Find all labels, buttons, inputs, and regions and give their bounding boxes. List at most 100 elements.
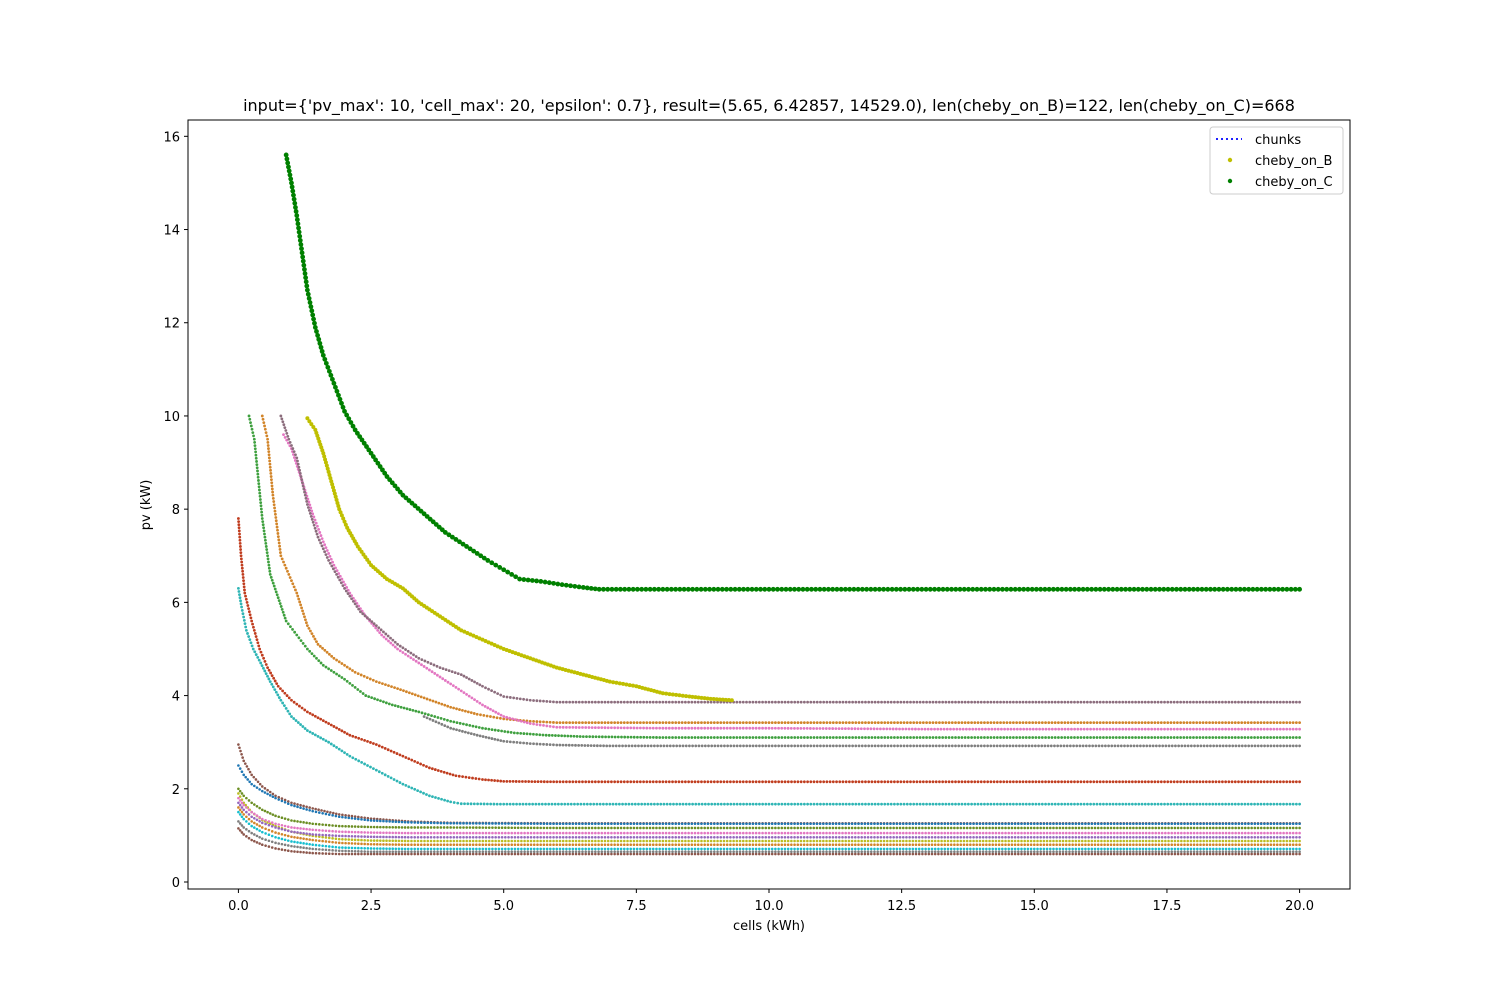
data-point [250, 782, 253, 786]
data-point [1266, 822, 1269, 826]
data-point [1020, 839, 1023, 843]
data-point [1074, 822, 1078, 826]
data-point [1227, 847, 1231, 851]
data-point [770, 802, 774, 806]
data-point [1202, 850, 1205, 854]
data-point [1205, 826, 1209, 830]
data-point [693, 847, 697, 851]
data-point [363, 842, 366, 846]
data-point [334, 830, 338, 833]
data-point [774, 835, 777, 839]
data-point [1026, 847, 1030, 851]
data-point [1243, 822, 1247, 826]
data-point [1073, 736, 1076, 739]
data-point [275, 593, 279, 597]
data-point [758, 850, 761, 854]
data-point [369, 817, 373, 820]
data-point [584, 826, 587, 830]
data-point [305, 647, 309, 651]
data-point [360, 842, 363, 846]
data-point [1263, 835, 1266, 839]
data-point [940, 850, 943, 854]
data-point [1100, 744, 1104, 748]
data-point [635, 850, 639, 854]
data-point [658, 780, 662, 784]
data-point [308, 851, 311, 855]
data-point [385, 850, 388, 854]
data-point [464, 775, 468, 779]
data-point [462, 847, 465, 851]
data-point [1068, 835, 1071, 839]
data-point [917, 852, 921, 856]
data-point [674, 831, 678, 835]
data-point [835, 736, 838, 739]
data-point [1036, 831, 1039, 835]
data-point [458, 839, 462, 843]
data-point [754, 802, 758, 806]
data-point [266, 792, 269, 796]
data-point [799, 850, 803, 854]
data-point [357, 835, 360, 838]
data-point [1250, 847, 1253, 851]
data-point [271, 813, 275, 816]
data-point [1269, 850, 1273, 854]
data-point [911, 822, 915, 826]
data-point [1087, 831, 1090, 835]
data-point [523, 843, 526, 847]
data-point [260, 510, 264, 514]
data-point [1221, 850, 1225, 854]
data-point [999, 780, 1002, 784]
data-point [896, 736, 900, 739]
data-point [680, 826, 684, 830]
data-point [1199, 850, 1202, 854]
data-point [613, 822, 616, 826]
data-point [719, 780, 723, 784]
data-point [446, 821, 449, 825]
data-point [639, 843, 642, 847]
data-point [639, 839, 642, 843]
data-point [1074, 843, 1078, 847]
data-point [568, 847, 571, 851]
data-point [1256, 835, 1260, 839]
data-point [513, 843, 517, 847]
data-point [533, 780, 537, 784]
data-point [729, 835, 732, 839]
data-point [1167, 826, 1170, 830]
data-point [1010, 847, 1014, 851]
data-point [270, 821, 274, 824]
data-point [802, 822, 806, 826]
data-point [403, 852, 407, 856]
data-point [838, 831, 841, 835]
data-point [1089, 780, 1092, 784]
data-point [416, 761, 420, 765]
data-point [584, 721, 588, 725]
data-point [1078, 744, 1082, 748]
data-point [1138, 839, 1142, 843]
data-point [353, 838, 357, 842]
data-point [834, 835, 838, 839]
data-point [651, 780, 655, 784]
data-point [536, 847, 539, 851]
data-point [1154, 850, 1158, 854]
data-point [722, 843, 726, 847]
data-point [1205, 843, 1209, 847]
data-point [684, 826, 687, 830]
data-point [423, 821, 426, 825]
data-point [1090, 852, 1094, 856]
data-point [335, 726, 338, 730]
data-point [680, 831, 684, 835]
data-point [1189, 831, 1193, 835]
data-point [237, 820, 240, 823]
data-point [1157, 831, 1161, 835]
data-point [1048, 835, 1052, 839]
data-point [655, 843, 658, 847]
data-point [545, 839, 549, 843]
data-point [767, 843, 771, 847]
data-point [311, 809, 314, 813]
data-point [986, 736, 990, 739]
data-point [335, 746, 338, 749]
data-point [369, 839, 373, 842]
data-point [308, 828, 311, 831]
data-point [1087, 839, 1090, 843]
data-point [1141, 852, 1145, 856]
